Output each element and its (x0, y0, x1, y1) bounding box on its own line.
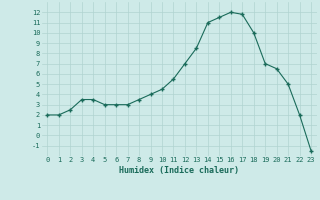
X-axis label: Humidex (Indice chaleur): Humidex (Indice chaleur) (119, 166, 239, 175)
